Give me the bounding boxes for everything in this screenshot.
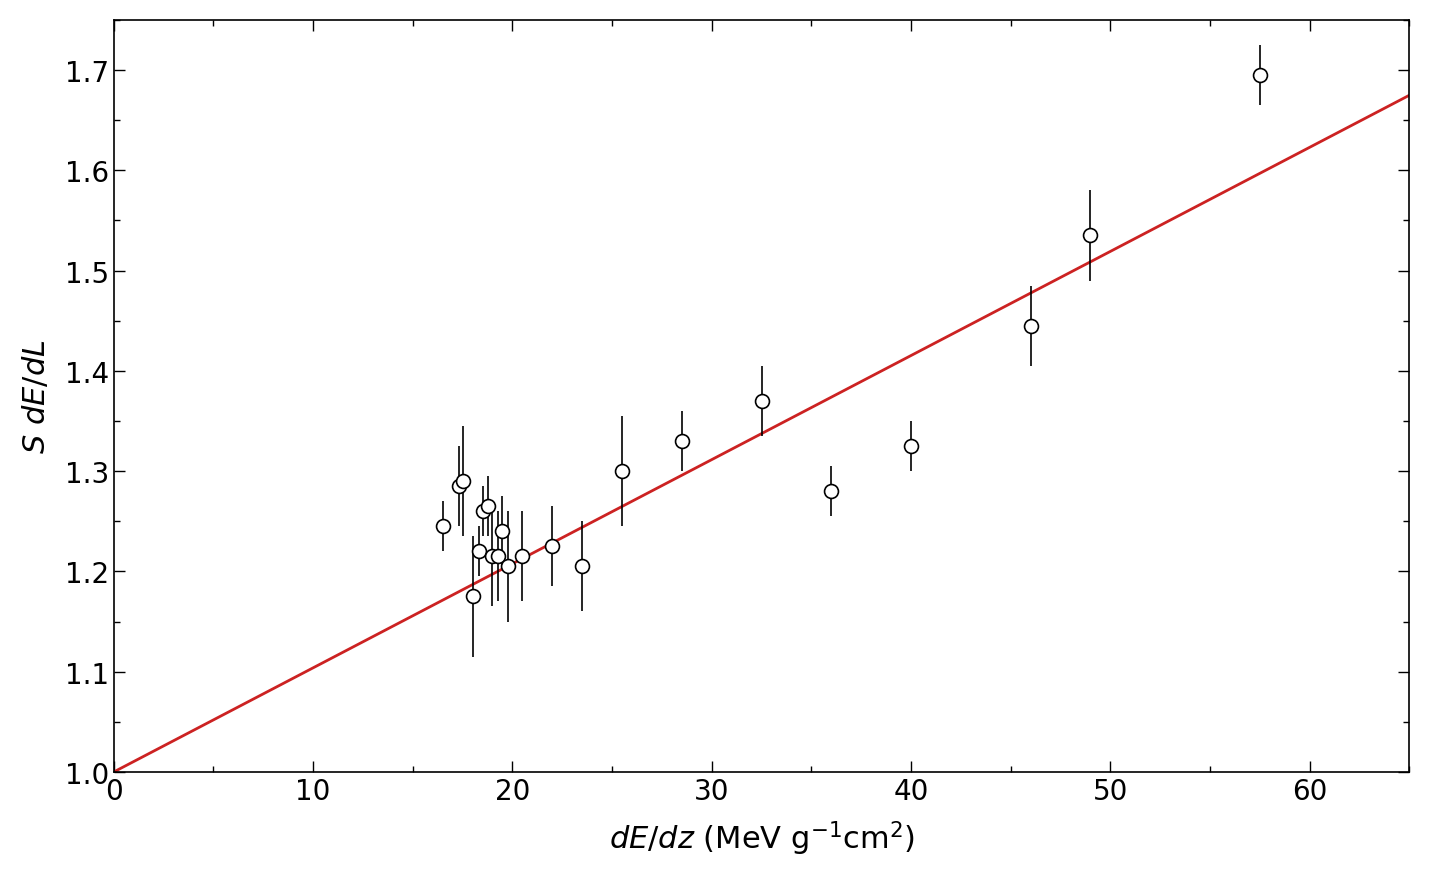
X-axis label: $dE/dz$ (MeV g$^{-1}$cm$^{2}$): $dE/dz$ (MeV g$^{-1}$cm$^{2}$) bbox=[609, 818, 914, 857]
Y-axis label: $S\ dE/dL$: $S\ dE/dL$ bbox=[21, 339, 51, 454]
